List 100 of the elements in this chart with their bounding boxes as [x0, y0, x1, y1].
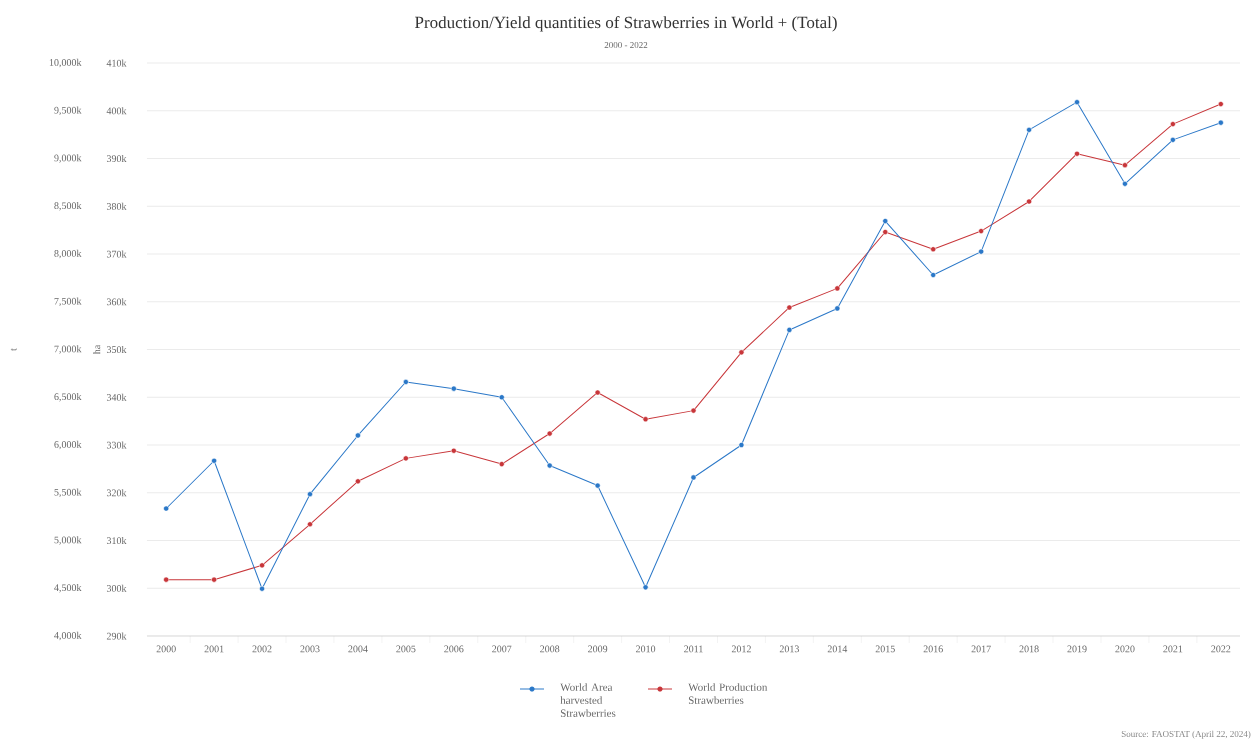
point [402, 379, 409, 385]
x-tick-label: 2001 [204, 645, 224, 653]
x-tick-label: 2011 [684, 645, 703, 653]
point [930, 272, 937, 278]
point [307, 491, 313, 498]
point [882, 229, 889, 235]
point [450, 385, 457, 392]
x-tick-label: 2016 [923, 645, 943, 653]
point [690, 474, 697, 481]
y-tick-label: 6,500k [54, 393, 82, 402]
point [163, 505, 170, 512]
x-tick-label: 2020 [1115, 645, 1135, 653]
point [211, 576, 218, 583]
point [978, 248, 985, 255]
point [834, 305, 841, 312]
y2-tick-label: 400k [106, 107, 127, 115]
y-tick-label: 9,000k [54, 154, 82, 163]
y-tick-label: 4,000k [54, 631, 82, 641]
y2-tick-label: 300k [106, 584, 127, 592]
legend-label: World Area harvested Strawberries [560, 683, 616, 717]
x-tick-label: 2004 [348, 645, 368, 653]
point [1026, 198, 1032, 205]
y-tick-label: 9,500k [54, 106, 82, 115]
y-tick-label: 10,000k [49, 58, 82, 68]
point [882, 218, 889, 224]
y2-tick-label: 380k [106, 202, 127, 210]
x-tick-label: 2021 [1163, 645, 1183, 653]
point [1074, 150, 1080, 157]
x-tick-label: 2014 [827, 645, 848, 653]
y-tick-label: 5,000k [54, 536, 82, 545]
point [834, 285, 841, 292]
y-tick-label: 8,000k [54, 249, 82, 259]
point [738, 349, 745, 356]
x-tick-label: 2009 [588, 645, 608, 653]
point [402, 455, 409, 462]
point [978, 228, 985, 234]
point [355, 432, 361, 439]
point [546, 462, 553, 469]
y-tick-label: 8,500k [54, 202, 82, 211]
point [594, 389, 601, 396]
y2-tick-label: 310k [106, 536, 127, 545]
x-tick-label: 2013 [779, 645, 799, 653]
x-tick-label: 2010 [636, 645, 656, 653]
point [642, 584, 649, 591]
point [259, 562, 265, 569]
point [259, 585, 265, 592]
y-axis-title: t [10, 348, 17, 351]
x-tick-label: 2003 [300, 645, 320, 653]
x-tick-label: 2006 [444, 645, 464, 653]
y-tick-label: 7,500k [54, 297, 82, 306]
point [930, 246, 937, 253]
point [546, 430, 553, 437]
y2-axis-title: ha [93, 344, 101, 355]
y2-tick-label: 330k [106, 441, 127, 449]
point [211, 457, 218, 464]
point [1217, 119, 1224, 126]
point [1170, 121, 1176, 128]
y2-tick-label: 360k [106, 298, 127, 306]
point [307, 521, 313, 528]
point [786, 327, 793, 333]
y-tick-label: 5,500k [54, 488, 82, 497]
point [594, 482, 601, 489]
y2-tick-label: 290k [106, 632, 127, 640]
point [1026, 126, 1032, 133]
x-tick-label: 2015 [875, 645, 895, 653]
y2-tick-label: 340k [106, 393, 127, 401]
point [690, 407, 697, 414]
point [1170, 136, 1176, 143]
point [1122, 162, 1128, 169]
y-tick-label: 4,500k [54, 584, 82, 593]
x-tick-label: 2012 [731, 645, 751, 653]
y2-tick-label: 390k [106, 154, 127, 163]
point [1074, 99, 1080, 106]
x-tick-label: 2002 [252, 645, 272, 653]
x-tick-label: 2005 [396, 645, 416, 653]
x-tick-label: 2022 [1211, 645, 1231, 653]
point [450, 447, 457, 454]
x-tick-label: 2017 [971, 645, 991, 653]
source-note: Source: FAOSTAT (April 22, 2024) [1121, 730, 1251, 739]
y2-tick-label: 350k [106, 345, 127, 354]
y-tick-label: 6,000k [54, 440, 82, 450]
x-tick-label: 2008 [540, 645, 560, 653]
x-tick-label: 2019 [1067, 645, 1087, 653]
y-tick-label: 7,000k [54, 345, 82, 354]
point [1217, 101, 1224, 107]
x-tick-label: 2000 [156, 645, 176, 653]
point [498, 394, 505, 401]
point [355, 478, 361, 485]
y2-tick-label: 410k [106, 59, 127, 67]
x-tick-label: 2007 [492, 645, 512, 653]
chart-subtitle: 2000 - 2022 [604, 42, 648, 49]
point [163, 576, 170, 583]
legend-label: World Production Strawberries [688, 683, 768, 704]
y2-tick-label: 370k [106, 250, 127, 258]
y2-tick-label: 320k [106, 489, 127, 497]
point [642, 416, 649, 423]
point [498, 461, 505, 467]
point [1122, 180, 1128, 187]
chart-title: Production/Yield quantities of Strawberries in World + (Total) [415, 16, 837, 32]
x-tick-label: 2018 [1019, 645, 1039, 653]
